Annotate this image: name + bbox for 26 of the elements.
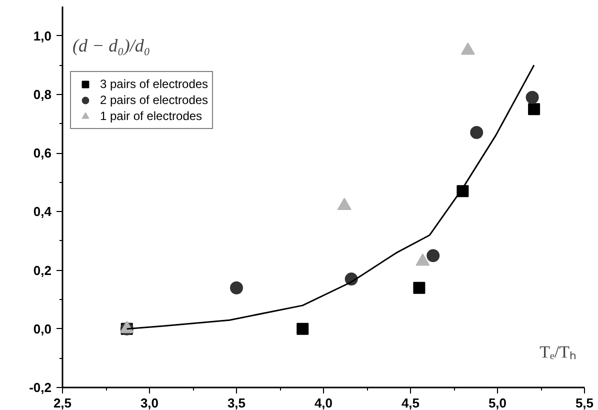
- y-tick-label: 0,0: [33, 321, 52, 336]
- point: [230, 281, 243, 294]
- y-tick-label: -0,2: [29, 380, 52, 395]
- x-tick-label: 4,5: [401, 396, 420, 410]
- x-axis-title: Tₑ/Tₕ: [540, 342, 577, 362]
- point: [526, 90, 539, 104]
- y-tick-label: 1,0: [33, 28, 52, 44]
- y-axis-title: (d − d₀)/d₀: [72, 36, 150, 56]
- point: [296, 322, 309, 335]
- point: [413, 282, 426, 294]
- y-tick-label: 0,8: [33, 86, 52, 102]
- legend-label: 2 pairs of electrodes: [100, 92, 208, 108]
- x-tick-label: 3,0: [140, 396, 159, 410]
- point: [426, 249, 440, 262]
- x-tick-label: 4,0: [314, 396, 333, 410]
- x-tick-label: 2,5: [53, 396, 72, 410]
- y-tick-label: 0,4: [33, 204, 52, 220]
- legend-label: 1 pair of electrodes: [100, 108, 202, 124]
- x-tick-label: 5,5: [575, 396, 594, 410]
- x-tick-label: 3,5: [227, 396, 246, 410]
- point: [470, 126, 484, 140]
- legend-label: 3 pairs of electrodes: [100, 76, 208, 92]
- y-tick-label: 0,2: [33, 262, 52, 278]
- x-tick-label: 5,0: [488, 396, 507, 410]
- y-tick-label: 0,6: [33, 146, 52, 161]
- point: [528, 103, 540, 116]
